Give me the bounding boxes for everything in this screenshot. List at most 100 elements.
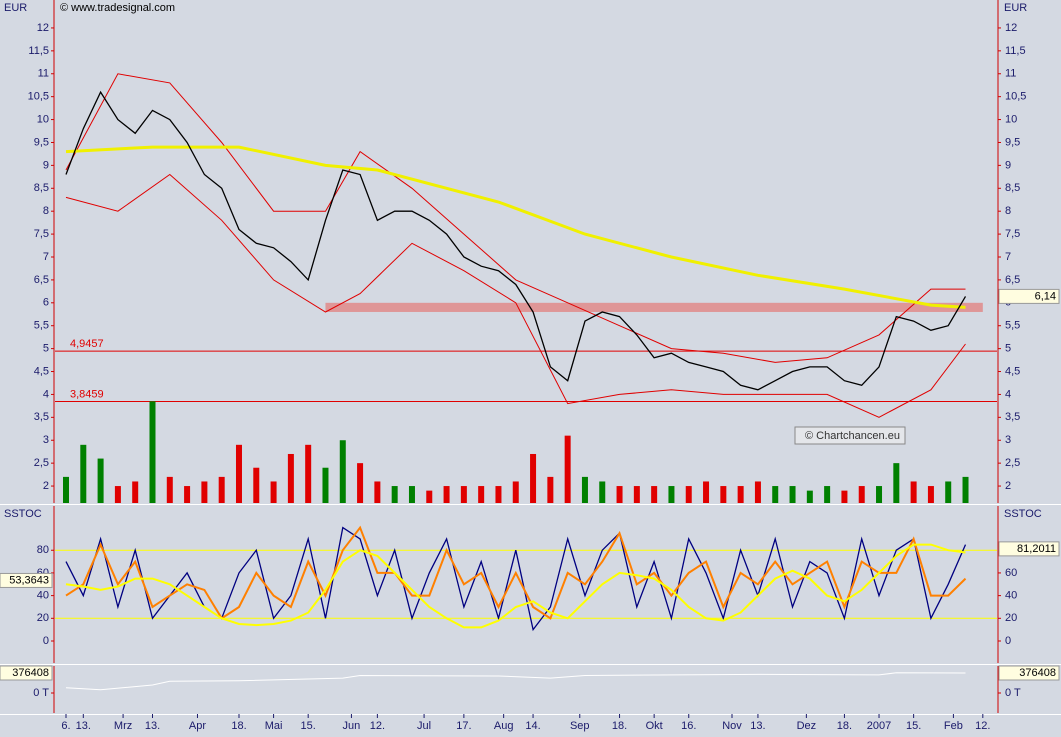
level-label: 3,8459 <box>70 388 104 400</box>
value-badge <box>998 541 1060 557</box>
x-tick-label: Nov <box>722 720 742 732</box>
y-tick-label: 11,5 <box>28 45 49 57</box>
volume-bar <box>270 481 277 503</box>
volume-bar <box>391 486 398 503</box>
x-tick-label: Mrz <box>114 720 132 732</box>
volume-bar <box>547 476 554 503</box>
y-tick-label: 9,5 <box>1005 136 1020 148</box>
volume-bar <box>253 467 260 503</box>
y-tick-label: 40 <box>1005 590 1017 602</box>
y-tick-label: 7,5 <box>34 228 49 240</box>
volume-bar <box>737 486 744 503</box>
series-line <box>65 90 967 391</box>
volume-bar <box>876 486 883 503</box>
y-tick-label: 3,5 <box>34 411 49 423</box>
x-tick-label: Dez <box>797 720 817 732</box>
y-axis-label: EUR <box>4 2 27 14</box>
volume-bar <box>63 476 70 503</box>
watermark-box <box>794 426 906 445</box>
x-tick-label: 2007 <box>867 720 891 732</box>
x-tick-label: Jun <box>343 720 361 732</box>
value-badge-label: 53,3643 <box>9 574 49 586</box>
y-tick-label: 6 <box>43 297 49 309</box>
volume-bar <box>149 401 156 503</box>
y-tick-label: 3 <box>1005 434 1011 446</box>
y-tick-label: 10,5 <box>28 91 49 103</box>
volume-bar <box>512 481 519 503</box>
x-tick-label: Aug <box>494 720 514 732</box>
volume-bar <box>374 481 381 503</box>
y-tick-label: 8,5 <box>1005 182 1020 194</box>
y-tick-label: 60 <box>1005 567 1017 579</box>
y-tick-label: 9 <box>43 159 49 171</box>
volume-bar <box>754 481 761 503</box>
x-tick-label: 6. <box>61 720 70 732</box>
series-line <box>65 526 967 632</box>
volume-bar <box>806 490 813 503</box>
resistance-band <box>325 302 983 312</box>
x-tick-label: Sep <box>570 720 590 732</box>
y-tick-label: 3,5 <box>1005 411 1020 423</box>
volume-bar <box>201 481 208 503</box>
y-axis-label: SSTOC <box>1004 508 1042 520</box>
volume-bar <box>97 458 104 503</box>
y-tick-label: 7 <box>43 251 49 263</box>
volume-bar <box>685 486 692 503</box>
value-badge-label: 81,2011 <box>1017 543 1056 555</box>
y-tick-label: 12 <box>37 22 49 34</box>
volume-bar <box>789 486 796 503</box>
volume-bar <box>962 476 969 503</box>
y-tick-label: 0 T <box>33 687 49 699</box>
series-line <box>65 525 967 620</box>
volume-bar <box>218 476 225 503</box>
series-line <box>65 145 966 309</box>
volume-bar <box>339 440 346 503</box>
volume-bar <box>443 486 450 503</box>
volume-bar <box>581 476 588 503</box>
x-tick-label: 14. <box>525 720 540 732</box>
series-line <box>65 672 966 691</box>
volume-bar <box>166 476 173 503</box>
y-tick-label: 11 <box>1005 68 1016 80</box>
volume-bar <box>858 486 865 503</box>
y-tick-label: 5,5 <box>34 320 49 332</box>
y-tick-label: 20 <box>37 612 49 624</box>
y-tick-label: 8,5 <box>34 182 49 194</box>
x-tick-label: 13. <box>145 720 160 732</box>
y-tick-label: 5 <box>1005 343 1011 355</box>
y-tick-label: 6,5 <box>34 274 49 286</box>
y-axis-label: SSTOC <box>4 508 42 520</box>
level-label: 4,9457 <box>70 338 104 350</box>
y-tick-label: 12 <box>1005 22 1017 34</box>
value-badge <box>0 572 53 588</box>
volume-bar <box>772 486 779 503</box>
volume-bar <box>495 486 502 503</box>
x-tick-label: 13. <box>750 720 765 732</box>
y-tick-label: 10 <box>37 113 49 125</box>
watermark: © Chartchancen.eu <box>805 430 900 442</box>
volume-bar <box>564 435 571 503</box>
volume-bar <box>927 486 934 503</box>
y-tick-label: 0 <box>43 635 49 647</box>
x-tick-label: 15. <box>301 720 316 732</box>
y-tick-label: 2,5 <box>34 457 49 469</box>
x-tick-label: 18. <box>231 720 246 732</box>
value-badge <box>998 288 1060 304</box>
y-tick-label: 7 <box>1005 251 1011 263</box>
volume-bar <box>114 486 121 503</box>
volume-bar <box>184 486 191 503</box>
x-tick-label: 15. <box>906 720 921 732</box>
volume-bar <box>305 444 312 503</box>
y-tick-label: 2 <box>43 480 49 492</box>
volume-bar <box>616 486 623 503</box>
y-tick-label: 4 <box>1005 388 1011 400</box>
y-tick-label: 4 <box>43 388 49 400</box>
x-tick-label: 13. <box>76 720 91 732</box>
value-badge-label: 376408 <box>1019 667 1056 679</box>
y-tick-label: 4,5 <box>1005 365 1020 377</box>
volume-bar <box>945 481 952 503</box>
y-tick-label: 20 <box>1005 612 1017 624</box>
volume-bar <box>720 486 727 503</box>
volume-bar <box>426 490 433 503</box>
